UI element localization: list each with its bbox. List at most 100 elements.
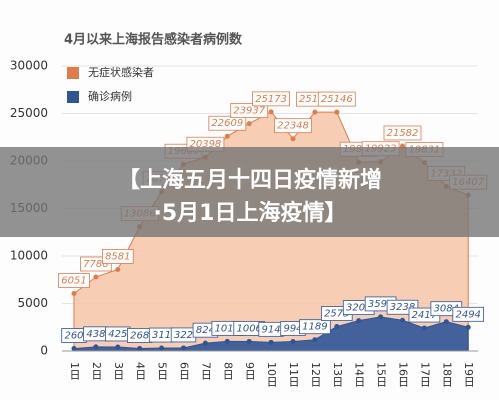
point [93,344,99,350]
x-tick-label: 17日 [418,362,431,387]
point [443,319,449,325]
data-label: 25141 [299,94,331,105]
x-tick-label: 16日 [397,362,410,387]
label-box [58,273,90,288]
data-label: 20398 [189,139,221,150]
data-label: 2573 [324,309,349,320]
data-label: 25173 [255,94,287,105]
data-label: 22609 [211,118,243,129]
x-tick-label: 19日 [462,362,475,387]
point [312,109,318,115]
y-tick-label: 10000 [10,249,48,263]
point [224,338,230,344]
point [356,318,362,324]
point [181,345,186,351]
banner-line: 【上海五月十四日疫情新增 [118,167,382,193]
data-label: 311 [152,330,171,341]
data-label: 438 [86,329,105,340]
label-box [252,91,291,107]
data-label: 22348 [277,121,309,132]
legend-label: 无症状感染者 [88,65,154,79]
data-label: 21582 [387,128,419,139]
point [246,338,252,344]
point [378,314,384,320]
x-tick-label: 3日 [112,362,125,380]
x-tick-label: 10日 [265,362,278,387]
x-tick-label: 6日 [178,362,191,380]
point [421,325,427,331]
data-label: 268 [130,330,149,341]
x-tick-label: 11日 [287,362,300,387]
point [334,109,340,115]
data-label: 3200 [346,303,371,314]
y-tick-label: 0 [40,344,48,358]
data-label: 1006 [236,323,261,334]
data-label: 7788 [83,259,108,270]
point [334,324,340,330]
data-label: 1015 [215,323,240,334]
y-tick-label: 30000 [10,59,48,73]
data-label: 3084 [434,304,459,315]
point [465,324,471,330]
label-box [230,103,269,118]
legend-swatch [67,91,79,103]
label-box [299,319,331,335]
area [73,316,469,352]
data-label: 3238 [390,302,415,313]
point [115,344,121,350]
data-label: 8581 [105,251,130,262]
x-tick-label: 5日 [156,362,169,380]
label-box [274,118,312,134]
point [400,317,405,323]
point [202,340,208,346]
x-tick-label: 15日 [375,362,388,387]
data-label: 2494 [455,309,480,320]
point [290,339,296,345]
y-tick-label: 5000 [17,296,48,310]
x-tick-label: 9日 [243,362,256,380]
data-label: 994 [283,324,302,335]
data-label: 1189 [302,322,327,333]
point [224,133,230,139]
x-tick-label: 18日 [440,362,453,387]
data-label: 25146 [321,94,353,105]
point [290,136,296,142]
label-box [208,115,247,131]
point [115,266,121,272]
point [71,346,77,352]
data-label: 914 [262,324,281,335]
x-tick-label: 4日 [134,362,147,380]
point [93,274,99,280]
y-tick-label: 25000 [10,106,48,120]
data-label: 425 [108,329,127,340]
x-tick-label: 1日 [68,362,81,380]
point [312,337,318,343]
x-tick-label: 12日 [309,362,322,387]
x-tick-label: 13日 [331,362,344,387]
banner [0,147,499,237]
point [268,109,274,115]
data-label: 23937 [233,106,265,117]
point [159,345,165,351]
x-tick-label: 14日 [353,362,366,387]
label-box [317,91,356,107]
point [137,345,143,351]
chart-title: 4月以来上海报告感染者病例数 [64,32,243,48]
x-tick-label: 2日 [90,362,103,380]
banner-line: ·5月1日上海疫情】 [154,200,347,226]
overlay: 【上海五月十四日疫情新增 ·5月1日上海疫情】 [0,147,499,237]
x-tick-label: 7日 [199,362,212,380]
data-label: 824 [196,325,215,336]
data-label: 322 [174,330,193,341]
point [71,291,77,297]
point [246,121,252,127]
legend-swatch [67,67,79,79]
data-label: 260 [64,331,83,342]
data-label: 3590 [368,299,393,310]
label-box [383,125,422,141]
label-box [102,249,134,264]
label-box [452,306,484,322]
legend-label: 确诊病例 [88,89,132,103]
